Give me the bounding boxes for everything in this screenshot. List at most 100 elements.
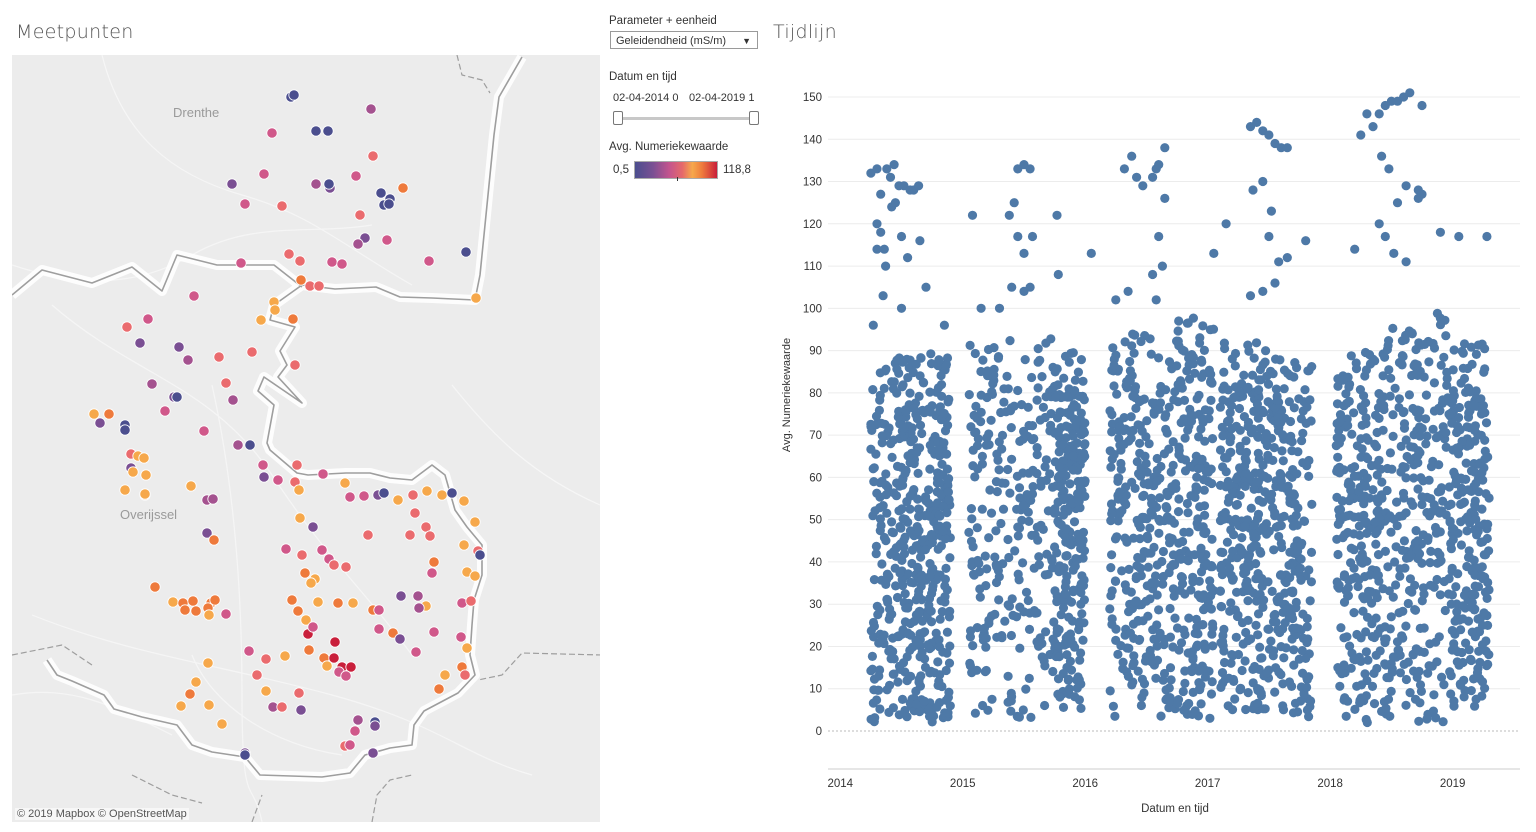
measurement-point[interactable] [317, 468, 329, 480]
data-point[interactable] [1021, 684, 1031, 694]
data-point[interactable] [1301, 418, 1311, 428]
data-point[interactable] [1013, 531, 1023, 541]
data-point[interactable] [1384, 164, 1394, 174]
data-point[interactable] [1054, 625, 1064, 635]
data-point[interactable] [1132, 172, 1142, 182]
data-point[interactable] [1000, 616, 1010, 626]
data-point[interactable] [1449, 701, 1459, 711]
measurement-point[interactable] [280, 543, 292, 555]
measurement-point[interactable] [139, 488, 151, 500]
measurement-point[interactable] [209, 594, 221, 606]
data-point[interactable] [1105, 686, 1115, 696]
data-point[interactable] [1111, 295, 1121, 305]
data-point[interactable] [933, 680, 943, 691]
data-point[interactable] [1361, 365, 1371, 375]
data-point[interactable] [1005, 488, 1015, 498]
data-point[interactable] [1141, 596, 1151, 606]
data-point[interactable] [1374, 455, 1384, 465]
data-point[interactable] [1201, 558, 1211, 568]
data-point[interactable] [1134, 469, 1144, 479]
data-point[interactable] [1154, 528, 1164, 538]
data-point[interactable] [967, 514, 977, 524]
data-point[interactable] [1293, 503, 1303, 513]
data-point[interactable] [1422, 431, 1432, 441]
data-point[interactable] [1228, 574, 1238, 584]
measurement-point[interactable] [216, 718, 228, 730]
data-point[interactable] [1129, 658, 1139, 668]
data-point[interactable] [1218, 547, 1228, 558]
measurement-point[interactable] [251, 669, 263, 681]
data-point[interactable] [888, 669, 898, 679]
measurement-point[interactable] [310, 178, 322, 190]
data-point[interactable] [980, 551, 990, 561]
data-point[interactable] [1076, 355, 1086, 365]
data-point[interactable] [974, 558, 984, 569]
data-point[interactable] [1429, 378, 1439, 388]
data-point[interactable] [903, 253, 913, 263]
data-point[interactable] [1168, 559, 1178, 570]
data-point[interactable] [1277, 446, 1287, 456]
data-point[interactable] [894, 710, 904, 720]
data-point[interactable] [1401, 621, 1411, 631]
data-point[interactable] [1230, 361, 1240, 371]
data-point[interactable] [1065, 656, 1075, 666]
data-point[interactable] [1007, 282, 1017, 292]
data-point[interactable] [1225, 437, 1235, 447]
data-point[interactable] [1425, 639, 1435, 649]
data-point[interactable] [900, 667, 910, 677]
measurement-point[interactable] [321, 660, 333, 672]
data-point[interactable] [991, 526, 1001, 536]
data-point[interactable] [941, 563, 951, 573]
data-point[interactable] [878, 291, 888, 301]
data-point[interactable] [913, 590, 924, 600]
data-point[interactable] [1178, 686, 1188, 697]
data-point[interactable] [1119, 413, 1129, 423]
data-point[interactable] [1041, 455, 1051, 465]
data-point[interactable] [1125, 426, 1135, 436]
data-point[interactable] [1192, 472, 1202, 482]
data-point[interactable] [1279, 384, 1289, 394]
data-point[interactable] [881, 480, 891, 490]
data-point[interactable] [943, 487, 953, 497]
data-point[interactable] [1292, 469, 1302, 479]
data-point[interactable] [1161, 685, 1171, 695]
measurement-point[interactable] [409, 507, 421, 519]
measurement-point[interactable] [260, 685, 272, 697]
data-point[interactable] [989, 343, 999, 353]
data-point[interactable] [944, 394, 954, 404]
measurement-point[interactable] [296, 549, 308, 561]
data-point[interactable] [1439, 352, 1449, 362]
data-point[interactable] [1259, 407, 1269, 418]
data-point[interactable] [1063, 631, 1073, 641]
data-point[interactable] [1456, 540, 1466, 550]
data-point[interactable] [916, 575, 926, 585]
measurement-point[interactable] [142, 313, 154, 325]
data-point[interactable] [1335, 681, 1345, 691]
data-point[interactable] [1152, 476, 1162, 486]
data-point[interactable] [1357, 444, 1367, 454]
data-point[interactable] [1070, 642, 1080, 652]
measurement-point[interactable] [446, 487, 458, 499]
data-point[interactable] [1341, 389, 1351, 399]
data-point[interactable] [1405, 688, 1415, 698]
data-point[interactable] [997, 478, 1007, 488]
data-point[interactable] [1036, 476, 1046, 486]
measurement-point[interactable] [470, 292, 482, 304]
data-point[interactable] [984, 533, 994, 543]
data-point[interactable] [1154, 353, 1164, 363]
measurement-point[interactable] [332, 597, 344, 609]
data-point[interactable] [1222, 537, 1232, 547]
data-point[interactable] [1390, 557, 1400, 567]
data-point[interactable] [869, 621, 879, 631]
data-point[interactable] [1023, 595, 1033, 606]
data-point[interactable] [920, 545, 930, 555]
data-point[interactable] [1076, 599, 1086, 609]
data-point[interactable] [993, 352, 1004, 362]
data-point[interactable] [1296, 696, 1306, 706]
measurement-point[interactable] [312, 596, 324, 608]
data-point[interactable] [1061, 551, 1071, 561]
data-point[interactable] [1417, 100, 1427, 111]
data-point[interactable] [1068, 465, 1078, 475]
data-point[interactable] [1277, 542, 1287, 553]
data-point[interactable] [1195, 338, 1205, 348]
